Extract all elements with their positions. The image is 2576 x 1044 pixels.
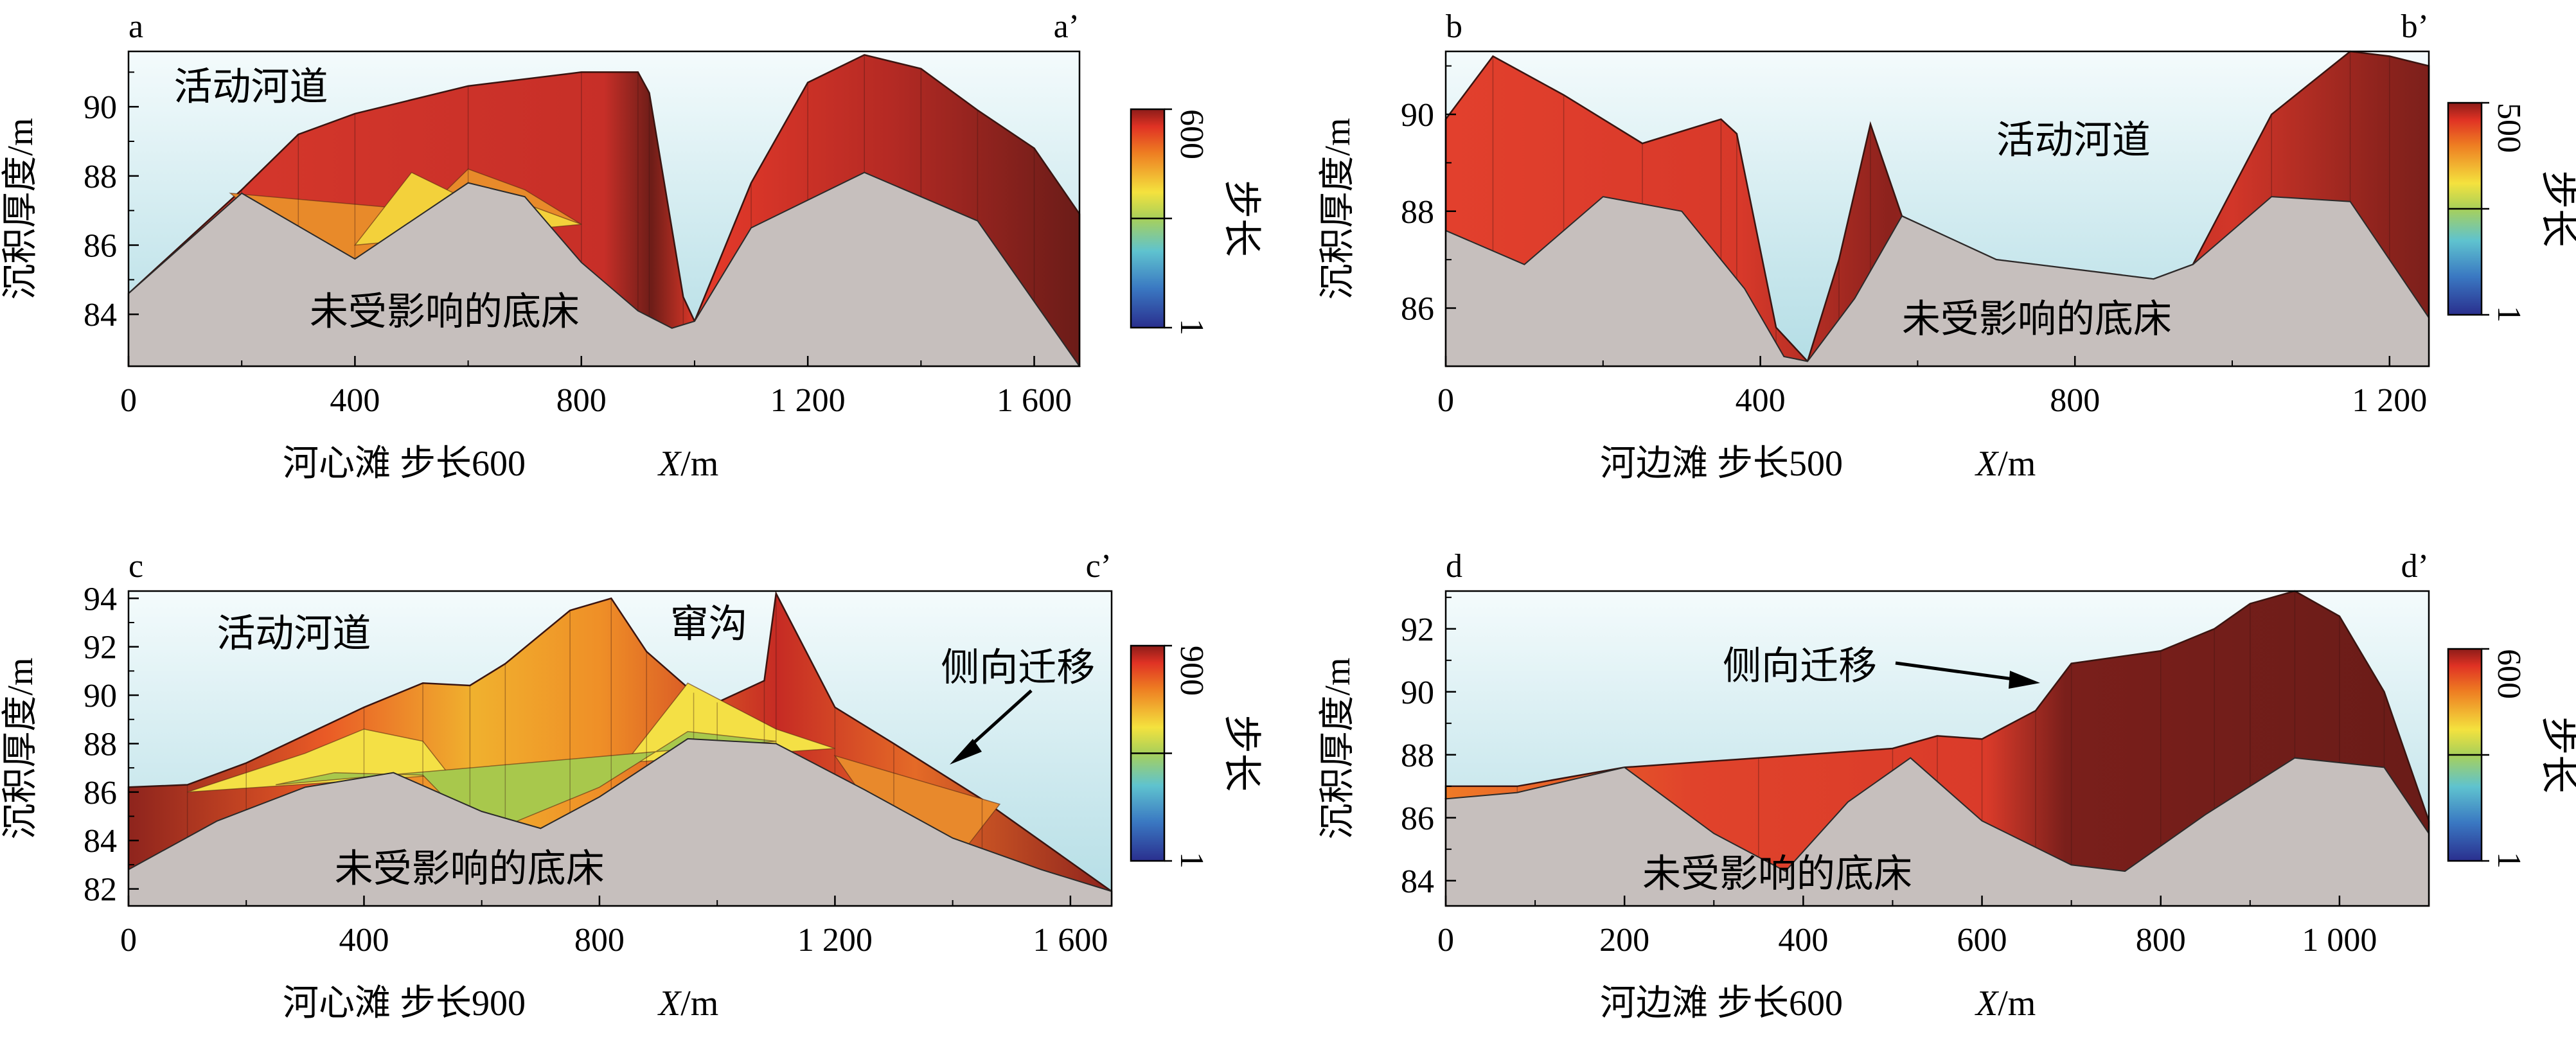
colorbar-min-label: 1 [1173,852,1210,869]
unaffected-bed [1445,196,2429,367]
x-tick-label: 1 200 [2352,382,2427,419]
panel-label: b [1446,8,1462,45]
y-tick-label: 88 [84,726,117,763]
x-tick-label: 200 [1599,922,1649,959]
y-axis-label: 沉积厚度/m [1,657,40,839]
y-tick-label: 88 [1401,194,1434,231]
annotation-arrowhead [2009,671,2040,689]
x-tick-label: 0 [1437,922,1454,959]
annotation-arrow [1895,661,2018,682]
plot-frame [127,50,1081,367]
colorbar-min-label: 1 [1173,319,1210,335]
annotation: 未受影响的底床 [1902,298,2172,341]
panel-label-end: b’ [2401,8,2429,45]
x-tick-label: 1 600 [997,382,1072,419]
panel-caption: 河心滩 步长600 [283,444,526,484]
colorbar-label: 步长 [1220,180,1263,257]
panel-caption: 河心滩 步长900 [283,984,526,1023]
annotation: 活动河道 [1996,119,2151,161]
x-tick-label: 400 [1778,922,1828,959]
annotation: 活动河道 [173,66,328,108]
y-tick-label: 90 [1401,97,1434,134]
y-axis-label: 沉积厚度/m [1,118,40,299]
colorbar-label: 步长 [2537,170,2576,247]
x-axis-label: X/m [657,984,718,1023]
annotation: 侧向迁移 [941,646,1095,689]
x-tick-label: 1 200 [797,922,873,959]
y-tick-label: 84 [1401,863,1434,900]
annotation: 未受影响的底床 [1642,853,1912,896]
plot-frame [127,590,1113,907]
plot-frame [1444,590,2430,907]
colorbar-min-label: 1 [2491,852,2527,869]
x-axis-label: X/m [1975,444,2036,484]
x-tick-label: 400 [339,922,389,959]
x-tick-label: 1 200 [770,382,846,419]
annotation-arrow [963,689,1033,753]
annotation: 未受影响的底床 [310,290,580,333]
colorbar-max-label: 900 [1173,646,1210,696]
colorbar-label: 步长 [1220,715,1263,792]
x-axis-label: X/m [1975,984,2036,1023]
y-tick-label: 86 [1401,801,1434,837]
x-tick-label: 0 [1437,382,1454,419]
x-tick-label: 800 [574,922,625,959]
deposit-layer [275,730,776,836]
y-tick-label: 86 [84,228,117,265]
y-axis-label: 沉积厚度/m [1318,657,1358,839]
y-tick-label: 90 [84,678,117,714]
panel-label: a [129,8,143,45]
x-tick-label: 400 [330,382,380,419]
y-tick-label: 88 [1401,738,1434,774]
panel-b: 0 400 800 1 200 86 88 90 沉积厚度/m b b’ 河边滩 步长500 X/m 活… [1318,8,2576,484]
y-tick-label: 88 [84,159,117,195]
panel-label: c [129,548,143,585]
y-tick-label: 90 [84,89,117,126]
x-tick-label: 0 [120,382,137,419]
unaffected-bed [128,172,1081,367]
colorbar-max-label: 600 [1173,109,1210,159]
unaffected-bed [128,738,1112,907]
y-tick-label: 86 [1401,291,1434,328]
x-tick-label: 400 [1736,382,1786,419]
y-tick-label: 84 [84,823,117,860]
y-tick-label: 92 [1401,612,1434,648]
annotation: 侧向迁移 [1723,645,1877,687]
annotation: 活动河道 [217,613,371,655]
y-tick-label: 92 [84,630,117,666]
colorbar-max-label: 600 [2491,649,2527,699]
annotation-arrowhead [950,739,982,765]
x-tick-label: 1 600 [1033,922,1108,959]
x-tick-label: 800 [2136,922,2186,959]
panel-caption: 河边滩 步长600 [1600,984,1843,1023]
x-tick-label: 1 000 [2302,922,2377,959]
colorbar-label: 步长 [2537,716,2576,793]
y-tick-label: 94 [84,581,117,617]
panel-label: d [1446,548,1462,585]
panel-d: 0 200 400 600 800 1 000 84 86 88 90 92 沉积厚度/m d d’ 河边滩… [1318,548,2576,1023]
unaffected-bed [1445,757,2429,907]
x-tick-label: 800 [2050,382,2100,419]
y-axis-label: 沉积厚度/m [1318,118,1358,299]
x-tick-label: 600 [1957,922,2007,959]
y-tick-label: 84 [84,297,117,333]
x-tick-label: 0 [120,922,137,959]
annotation: 未受影响的底床 [335,847,605,890]
panel-c: 0 400 800 1 200 1 600 82 84 86 88 90 92 94 沉积厚度/m c c’… [1,548,1263,1023]
y-tick-label: 82 [84,872,117,908]
y-tick-label: 86 [84,775,117,811]
panel-a: 0 400 800 1 200 1 600 84 86 88 90 沉积厚度/m a a’ 河心滩 步长… [1,8,1263,484]
colorbar-max-label: 500 [2491,103,2527,153]
panel-caption: 河边滩 步长500 [1600,444,1843,484]
annotation: 窜沟 [670,603,747,646]
y-tick-label: 90 [1401,675,1434,711]
colorbar-min-label: 1 [2491,306,2527,323]
x-tick-label: 800 [556,382,607,419]
panel-label-end: c’ [1086,548,1112,585]
x-axis-label: X/m [657,444,718,484]
panel-label-end: d’ [2401,548,2429,585]
plot-frame [1444,50,2430,367]
panel-label-end: a’ [1054,8,1079,45]
